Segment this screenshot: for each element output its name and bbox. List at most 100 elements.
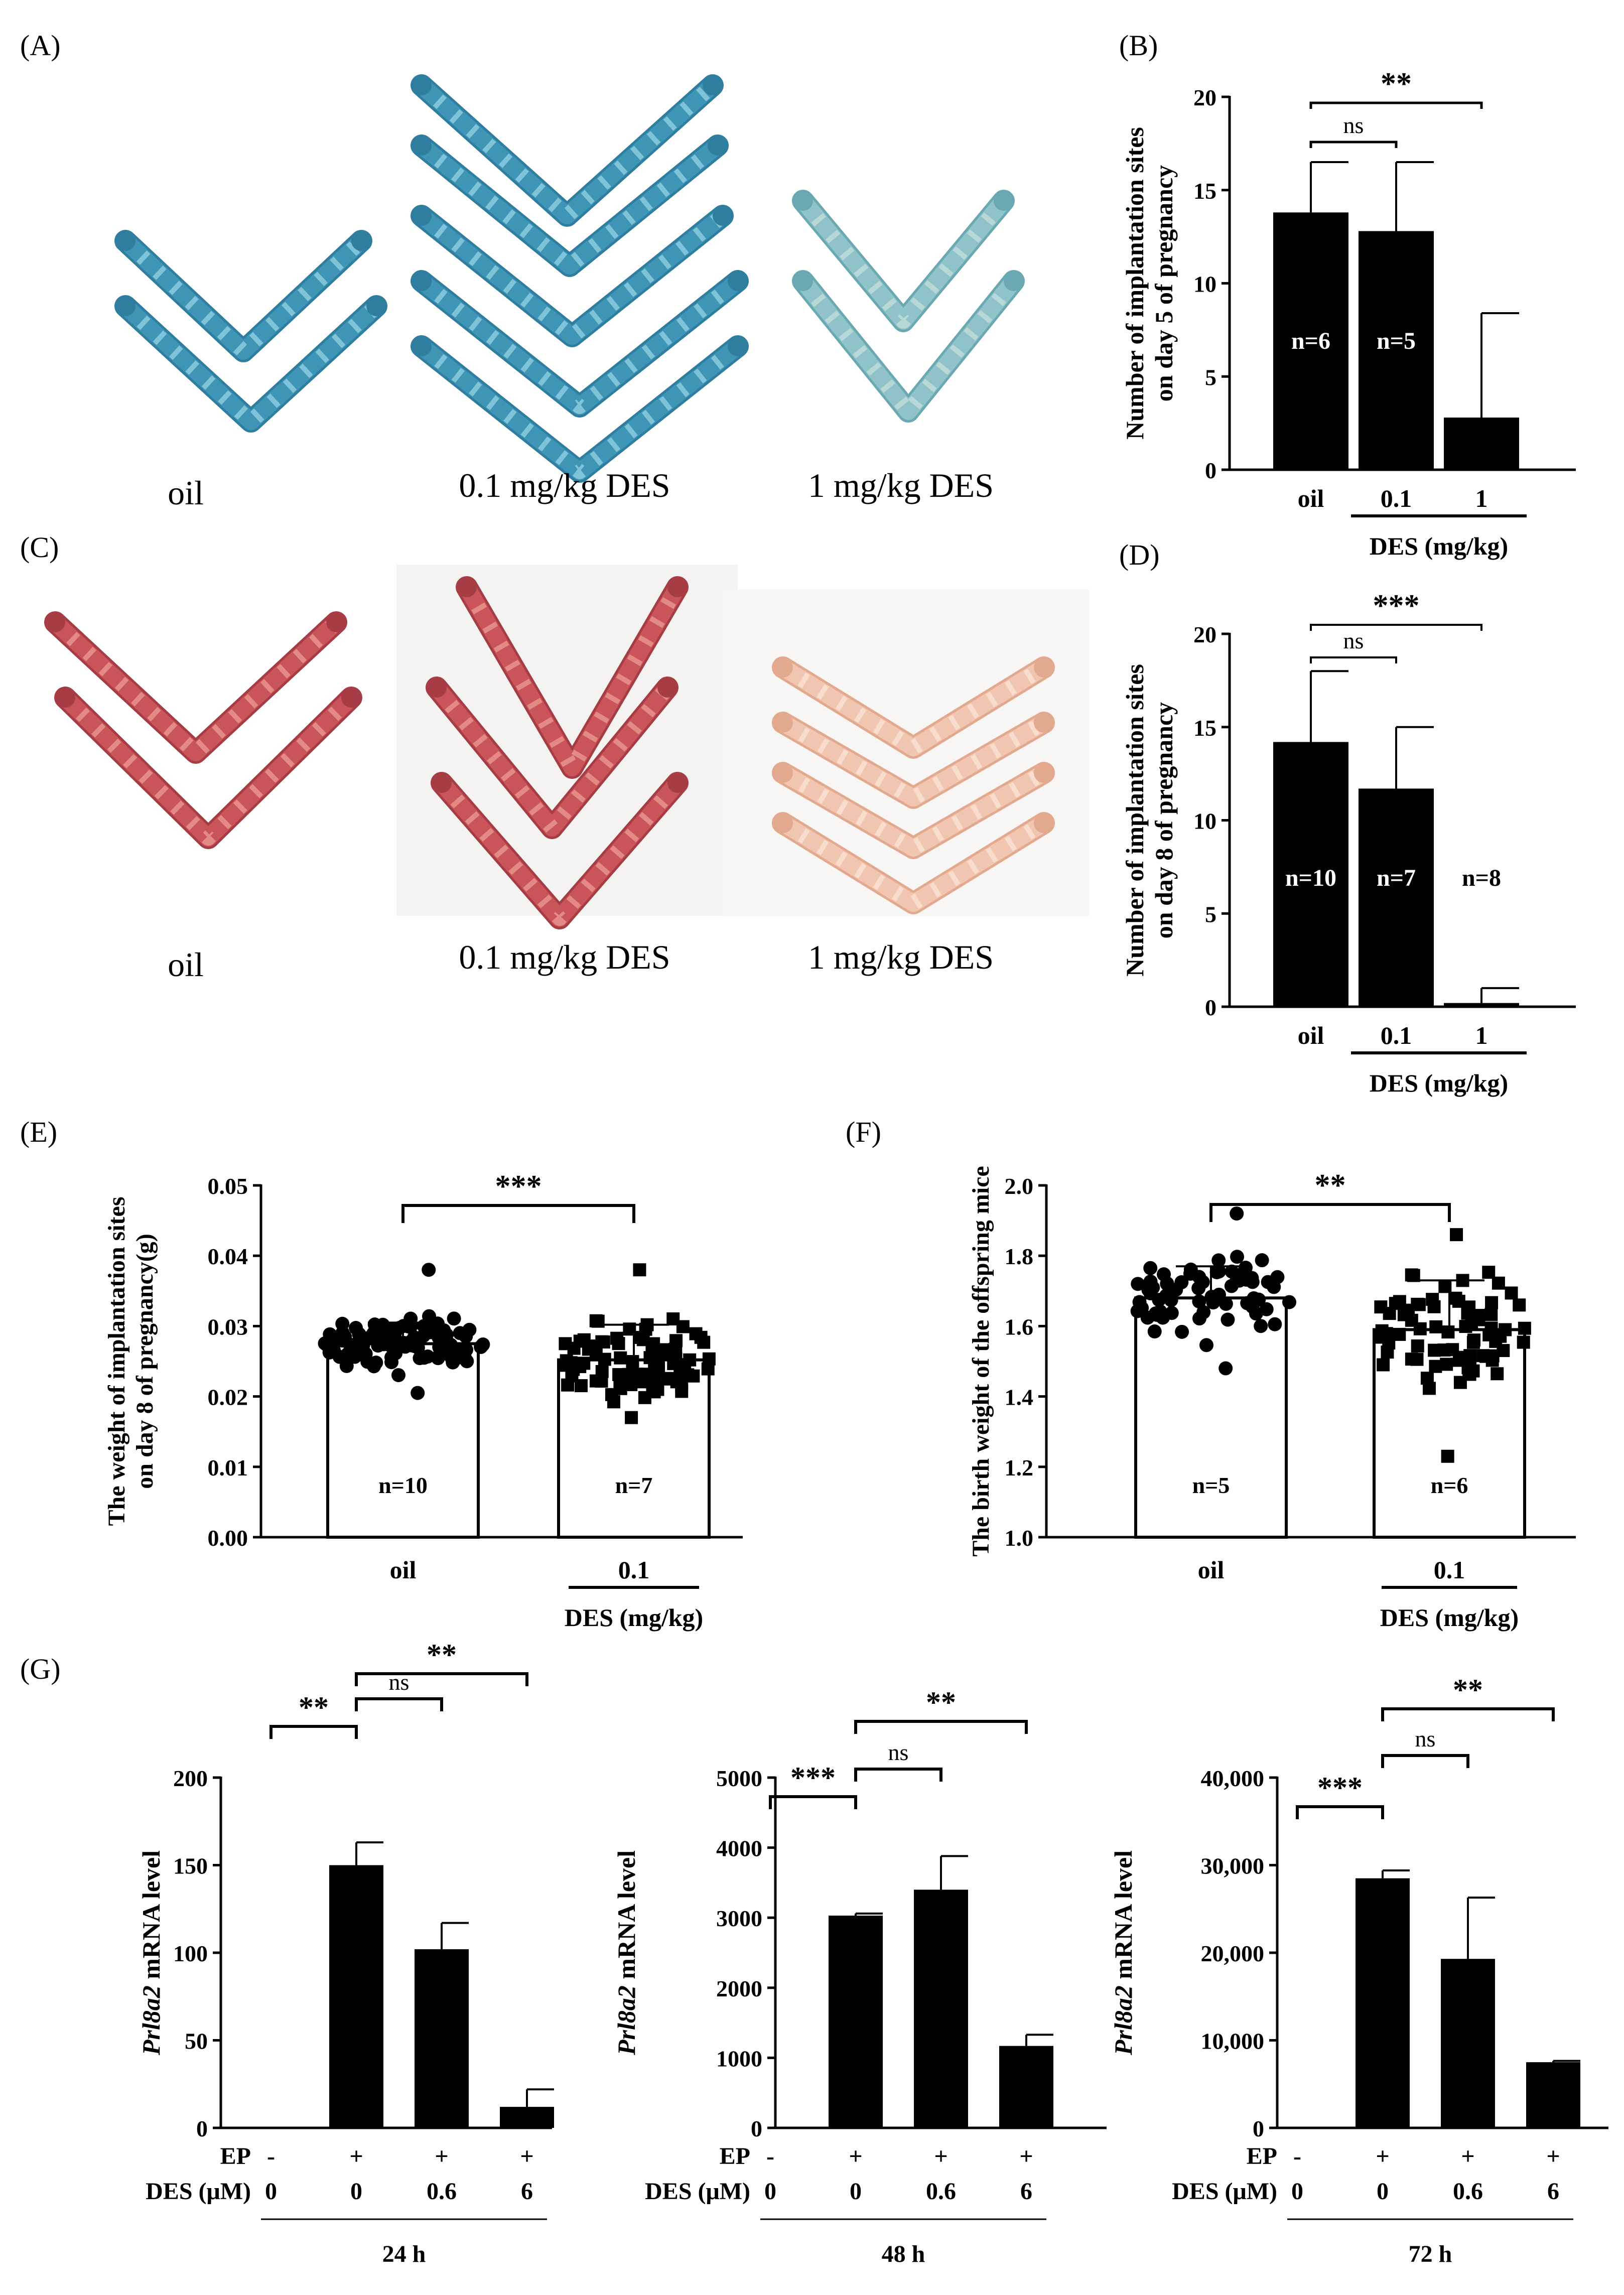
bar xyxy=(1134,1296,1288,1539)
data-point xyxy=(1147,1324,1162,1339)
data-point xyxy=(1259,1302,1274,1316)
significance-bracket xyxy=(1310,656,1397,663)
x-tick-label: oil xyxy=(1198,1556,1225,1584)
bar xyxy=(1441,1959,1495,2128)
uterus-photo-oil xyxy=(114,230,387,433)
x-tick-label: 0.1 xyxy=(1434,1556,1465,1584)
photo-panel-c: oil 0.1 mg/kg DES 1 mg/kg DES xyxy=(44,565,1089,984)
panel-label-d: (D) xyxy=(1119,538,1160,571)
y-tick-label: 0.01 xyxy=(208,1455,248,1480)
bar xyxy=(500,2107,554,2128)
data-point xyxy=(1199,1338,1213,1353)
ovary-end xyxy=(773,713,793,733)
data-point xyxy=(1449,1291,1462,1305)
data-point xyxy=(392,1321,407,1335)
significance-bracket xyxy=(1381,1707,1555,1721)
data-point xyxy=(1211,1253,1226,1268)
data-point xyxy=(335,1325,350,1340)
significance-stars: ** xyxy=(1453,1673,1483,1706)
data-point xyxy=(667,1357,681,1371)
y-tick-label: 10 xyxy=(1193,808,1216,834)
y-tick-label: 1000 xyxy=(716,2046,762,2071)
bar xyxy=(1359,788,1434,1007)
data-point xyxy=(561,1378,575,1392)
significance-stars: ** xyxy=(299,1691,329,1724)
y-tick-label: 4000 xyxy=(716,1836,762,1861)
significance-bracket xyxy=(401,1204,635,1223)
data-point xyxy=(1420,1372,1434,1385)
data-point xyxy=(1467,1333,1481,1347)
des-value: 0 xyxy=(764,2178,776,2205)
significance-stars: *** xyxy=(1373,589,1420,623)
significance-ns-label: ns xyxy=(1415,1726,1436,1751)
des-value: 0 xyxy=(350,2178,362,2205)
y-tick-label: 0.03 xyxy=(208,1314,248,1339)
data-point xyxy=(384,1355,399,1370)
panel-label-g: (G) xyxy=(20,1653,61,1685)
data-point xyxy=(1440,1358,1453,1371)
data-point xyxy=(349,1321,363,1335)
bar xyxy=(1273,742,1348,1007)
des-value: 0 xyxy=(1377,2178,1389,2205)
photo-caption-0.1-des: 0.1 mg/kg DES xyxy=(459,938,670,976)
significance-stars: *** xyxy=(790,1761,836,1794)
data-point xyxy=(1462,1300,1476,1314)
des-value: 0 xyxy=(1291,2178,1303,2205)
significance-stars: ** xyxy=(1315,1168,1346,1202)
data-point xyxy=(1518,1321,1531,1335)
chart-g-48h: 0 1000 2000 3000 4000 5000 Prl8a2 mRNA level EP… xyxy=(612,1686,1107,2267)
data-point xyxy=(1282,1295,1297,1309)
n-label: n=8 xyxy=(1462,865,1501,891)
y-axis-label: Prl8a2 mRNA level xyxy=(137,1850,165,2056)
y-axis-label: Number of implantation sites xyxy=(1121,127,1149,440)
ovary-end xyxy=(457,577,477,597)
significance-ns-label: ns xyxy=(1343,112,1364,138)
des-row-label: DES (μM) xyxy=(146,2178,251,2205)
bar xyxy=(999,2046,1053,2128)
ovary-end xyxy=(412,271,432,291)
n-label: n=6 xyxy=(1462,433,1501,460)
ovary-end xyxy=(432,773,452,793)
bar xyxy=(829,1916,883,2128)
ovary-end xyxy=(55,688,75,708)
data-point xyxy=(459,1329,473,1343)
ovary-end xyxy=(708,136,728,156)
x-tick-label: 0.1 xyxy=(1381,1021,1412,1049)
ep-row-label: EP xyxy=(220,2143,251,2170)
data-point xyxy=(626,1355,639,1369)
des-value: 6 xyxy=(1020,2178,1032,2205)
data-point xyxy=(1143,1261,1158,1275)
data-point xyxy=(1491,1367,1504,1381)
significance-stars: ** xyxy=(926,1686,956,1719)
uterine-horn-tissue xyxy=(47,614,345,761)
chart-f-birth-weight: 1.0 1.2 1.4 1.6 1.8 2.0 The birth weight of th… xyxy=(968,1166,1576,1632)
panel-label-a: (A) xyxy=(20,29,61,62)
data-point xyxy=(1485,1296,1499,1309)
ovary-end xyxy=(667,577,688,597)
x-tick-label: 1 xyxy=(1475,484,1488,512)
data-point xyxy=(595,1335,609,1348)
photo-caption-1-des: 1 mg/kg DES xyxy=(808,466,994,504)
implantation-banding xyxy=(460,583,684,775)
data-point xyxy=(432,1330,446,1345)
data-point xyxy=(1441,1325,1455,1339)
panel-label-c: (C) xyxy=(20,531,59,564)
data-point xyxy=(573,1360,587,1374)
chart-d-implantation-day8: 0 5 10 15 20 Number of implantation sites on d… xyxy=(1121,589,1576,1097)
data-point xyxy=(435,1344,450,1359)
significance-bracket xyxy=(1296,1805,1384,1819)
n-label: n=10 xyxy=(378,1472,428,1498)
time-label: 48 h xyxy=(882,2241,925,2267)
y-axis-label: Prl8a2 mRNA level xyxy=(612,1850,640,2056)
group-label: DES (mg/kg) xyxy=(565,1603,703,1632)
data-point xyxy=(1192,1294,1206,1309)
ovary-end xyxy=(366,296,386,316)
data-point xyxy=(1484,1308,1498,1321)
ep-value: - xyxy=(766,2143,774,2170)
data-point xyxy=(1407,1269,1420,1282)
data-point xyxy=(647,1337,660,1351)
n-label: n=6 xyxy=(1431,1472,1468,1498)
ovary-end xyxy=(115,296,136,316)
data-point xyxy=(1219,1361,1233,1376)
